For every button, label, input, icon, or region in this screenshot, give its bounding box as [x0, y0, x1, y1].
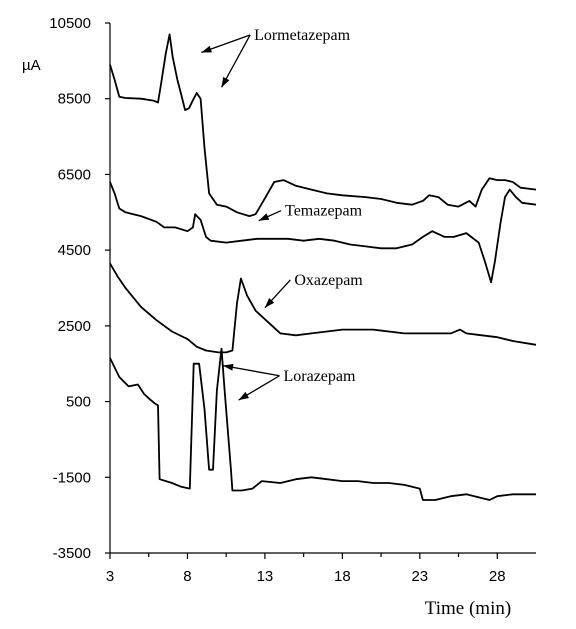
- y-tick-label: 6500: [58, 166, 91, 183]
- y-tick-label: 10500: [49, 15, 91, 32]
- y-tick-label: 4500: [58, 242, 91, 259]
- x-tick-label: 13: [257, 568, 274, 585]
- annotation-arrowhead: [221, 76, 230, 88]
- annotation-arrowhead: [238, 391, 249, 401]
- x-tick-label: 23: [411, 568, 428, 585]
- y-axis: 10500 8500 6500 4500 2500 500 -1500 -3500: [49, 15, 111, 562]
- annotation-lorazepam: Lorazepam: [283, 368, 356, 385]
- x-axis: 3 8 13 18 23 28: [106, 552, 536, 585]
- annotation-temazepam: Temazepam: [285, 203, 363, 220]
- x-tick-label: 3: [106, 568, 114, 585]
- x-axis-title: Time (min): [425, 598, 511, 619]
- trace-oxazepam: [109, 262, 537, 354]
- annotation-lormetazepam: Lormetazepam: [254, 27, 351, 44]
- y-tick-label: -3500: [53, 545, 91, 562]
- annotation-arrowhead: [201, 45, 212, 53]
- y-tick-label: -1500: [53, 469, 91, 486]
- y-unit-label: µA: [22, 57, 41, 74]
- x-tick-label: 28: [489, 568, 506, 585]
- y-tick-label: 500: [66, 394, 91, 411]
- annotation-arrowhead: [223, 363, 234, 371]
- trace-lormetazepam: [109, 33, 537, 217]
- x-tick-label: 18: [334, 568, 351, 585]
- annotation-arrowhead: [258, 213, 270, 221]
- x-tick-label: 8: [183, 568, 191, 585]
- annotation-arrowhead: [264, 298, 275, 308]
- trace-temazepam: [109, 181, 537, 284]
- y-tick-label: 2500: [58, 318, 91, 335]
- annotation-oxazepam: Oxazepam: [294, 272, 363, 289]
- trace-lorazepam: [109, 347, 536, 501]
- chromatogram-traces: [109, 33, 537, 501]
- y-tick-label: 8500: [58, 91, 91, 108]
- peak-annotations: Lormetazepam Temazepam Oxazepam Lorazepam: [201, 27, 363, 401]
